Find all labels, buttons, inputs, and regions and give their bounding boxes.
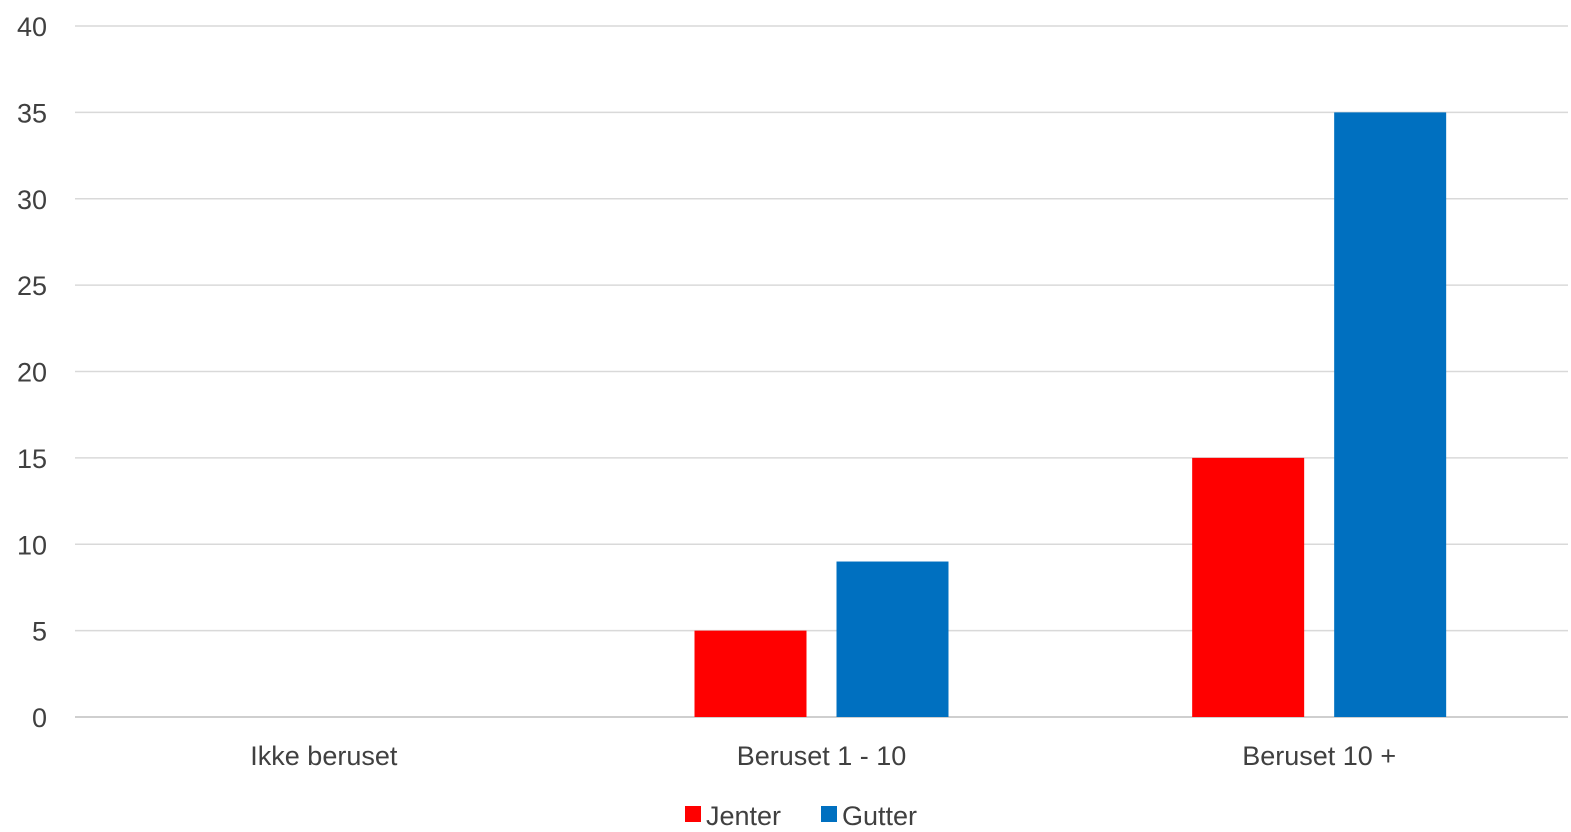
x-axis-categories: Ikke beruset Beruset 1 - 10 Beruset 10 +: [250, 741, 1396, 771]
y-tick-label: 5: [32, 617, 47, 647]
bar-gutter-2: [1334, 112, 1447, 717]
gridlines: [75, 25, 1568, 718]
y-tick-label: 25: [17, 271, 47, 301]
legend: Jenter Gutter: [685, 801, 917, 831]
bar-gutter-1: [836, 561, 949, 717]
y-tick-label: 30: [17, 185, 47, 215]
bars: [694, 112, 1447, 717]
x-category-label: Ikke beruset: [250, 741, 398, 771]
y-tick-label: 35: [17, 98, 47, 128]
bar-jenter-1: [694, 630, 807, 717]
legend-swatch-gutter: [821, 806, 837, 822]
legend-swatch-jenter: [685, 806, 701, 822]
x-category-label: Beruset 10 +: [1242, 741, 1396, 771]
bar-jenter-2: [1192, 457, 1305, 717]
y-tick-label: 40: [17, 12, 47, 42]
y-tick-label: 10: [17, 530, 47, 560]
x-category-label: Beruset 1 - 10: [737, 741, 907, 771]
y-axis-ticks: 0 5 10 15 20 25 30 35 40: [17, 12, 47, 733]
y-tick-label: 15: [17, 444, 47, 474]
y-tick-label: 0: [32, 703, 47, 733]
legend-label-gutter: Gutter: [842, 801, 917, 831]
legend-label-jenter: Jenter: [706, 801, 781, 831]
y-tick-label: 20: [17, 358, 47, 388]
